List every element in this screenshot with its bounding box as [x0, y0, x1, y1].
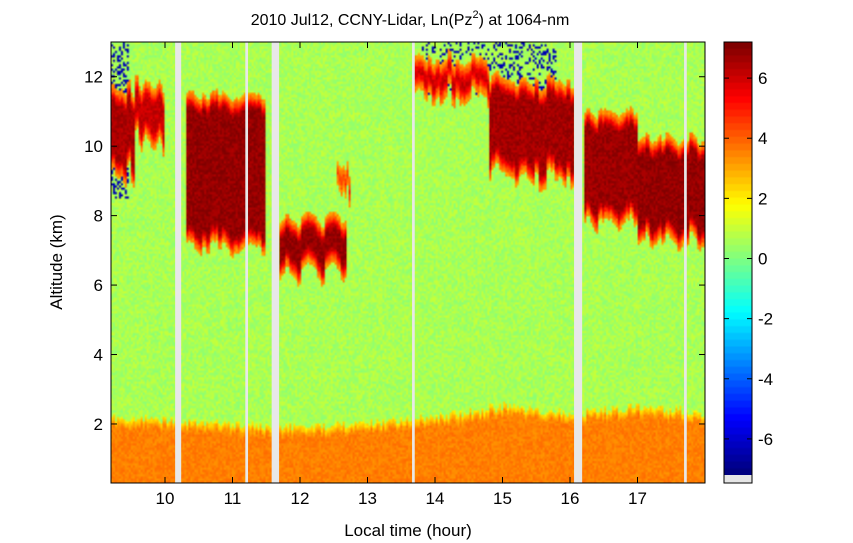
- x-tick-label: 17: [628, 489, 647, 508]
- y-tick-label: 12: [84, 68, 103, 87]
- colorbar-frame: [723, 41, 753, 484]
- x-axis: 10 11 12 13 14 15 16 17: [156, 42, 647, 508]
- y-axis: 2 4 6 8 10 12: [84, 68, 705, 434]
- colorbar-tick-label: 0: [758, 250, 767, 269]
- title-prefix: 2010 Jul12, CCNY-Lidar, Ln(Pz: [251, 12, 473, 29]
- y-tick-label: 4: [94, 346, 103, 365]
- colorbar: -6 -4 -2 0 2 4 6: [723, 41, 773, 484]
- data-gaps: [175, 42, 687, 483]
- colorbar-tick-label: -6: [758, 430, 773, 449]
- colorbar-cap: [724, 475, 752, 483]
- title-superscript: 2: [472, 9, 478, 21]
- y-tick-label: 8: [94, 207, 103, 226]
- colorbar-tick-label: -4: [758, 370, 773, 389]
- chart-title: 2010 Jul12, CCNY-Lidar, Ln(Pz2) at 1064-…: [251, 9, 570, 29]
- data-gap-2: [271, 42, 280, 483]
- data-gap-3: [412, 42, 415, 483]
- colorbar-tick-label: 6: [758, 69, 767, 88]
- y-tick-label: 6: [94, 276, 103, 295]
- title-suffix: ) at 1064-nm: [479, 12, 570, 29]
- x-axis-label: Local time (hour): [344, 521, 472, 540]
- plot-area: 10 11 12 13 14 15 16 17 2 4 6 8 10 12: [84, 41, 706, 508]
- data-gap-4: [574, 42, 583, 483]
- colorbar-tick-label: 2: [758, 189, 767, 208]
- x-tick-label: 10: [156, 489, 175, 508]
- x-tick-label: 14: [426, 489, 445, 508]
- data-gap-0: [175, 42, 182, 483]
- y-tick-label: 2: [94, 415, 103, 434]
- y-axis-label: Altitude (km): [47, 214, 66, 309]
- data-gap-1: [245, 42, 249, 483]
- x-tick-label: 16: [561, 489, 580, 508]
- heatmap-image: [111, 42, 705, 483]
- colorbar-ticks: -6 -4 -2 0 2 4 6: [724, 69, 773, 449]
- x-tick-label: 11: [224, 489, 242, 508]
- y-tick-label: 10: [84, 137, 103, 156]
- x-tick-label: 12: [291, 489, 310, 508]
- x-tick-label: 13: [358, 489, 377, 508]
- x-tick-label: 15: [493, 489, 512, 508]
- plot-frame: [110, 41, 706, 484]
- colorbar-tick-label: -2: [758, 310, 773, 329]
- colorbar-tick-label: 4: [758, 129, 767, 148]
- data-gap-5: [684, 42, 687, 483]
